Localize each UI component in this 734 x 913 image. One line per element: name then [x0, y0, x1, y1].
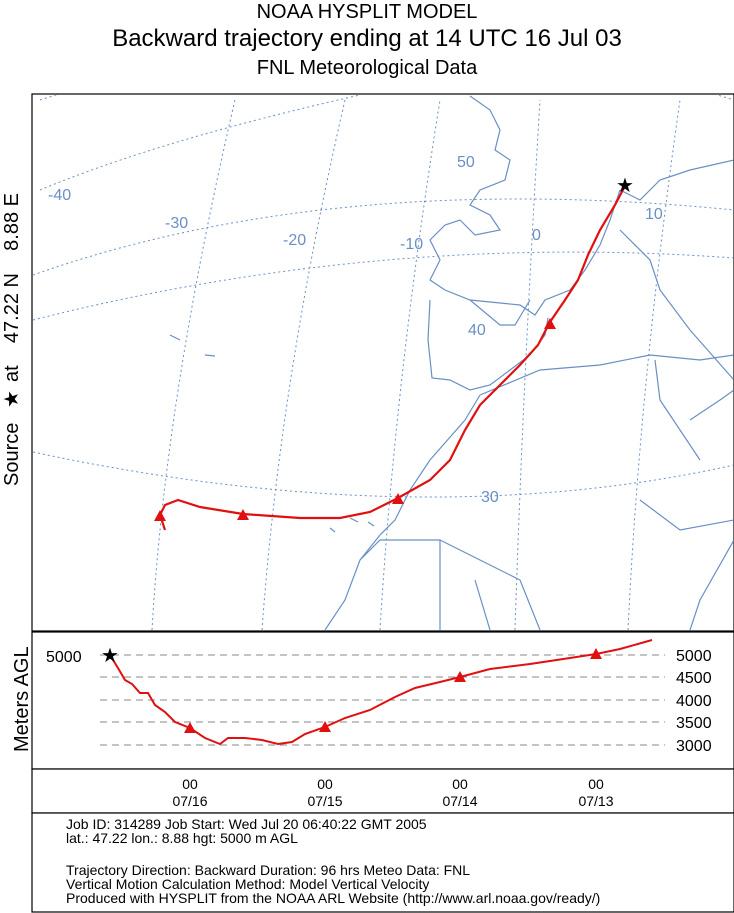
lat-line-60 — [39, 95, 733, 101]
right-height-labels: 5000 4500 4000 3500 3000 — [676, 648, 712, 755]
western-sahara-border — [359, 539, 441, 630]
job-info-line: Job ID: 314289 Job Start: Wed Jul 20 06:… — [66, 816, 427, 832]
meteo-data-title: FNL Meteorological Data — [256, 57, 478, 79]
lon-label-10: 10 — [645, 206, 663, 223]
lon-label-0: 0 — [532, 227, 541, 244]
map-frame — [31, 93, 734, 632]
trajectory-marker-48h — [392, 493, 404, 504]
east-africa-border — [689, 540, 733, 630]
height-label-4500: 4500 — [676, 670, 712, 687]
height-label-5000: 5000 — [676, 648, 712, 665]
time-tick-hour-3: 00 — [452, 776, 468, 792]
height-label-3500: 3500 — [676, 715, 712, 732]
height-profile-line — [109, 639, 653, 746]
height-profile-markers — [184, 648, 602, 733]
source-label: Source ★ at 47.22 N 8.88 E — [1, 193, 23, 486]
lon-line-m10 — [379, 99, 441, 630]
lat-label-30: 30 — [481, 489, 499, 506]
source-star-icon: ★ — [1, 390, 23, 408]
height-marker-72h — [454, 671, 466, 682]
time-tick-date-4: 07/13 — [578, 793, 613, 809]
source-star-icon-profile: ★ — [101, 643, 119, 667]
footer-frame — [31, 812, 734, 913]
vertical-axis-title: Meters AGL — [11, 646, 33, 752]
height-gridlines — [100, 654, 665, 746]
svg-text:Meters AGL: Meters AGL — [11, 646, 33, 752]
height-marker-96h — [590, 648, 602, 659]
time-tick-date-1: 07/16 — [172, 793, 207, 809]
north-africa-coast — [479, 354, 733, 396]
trajectory-info-line: Trajectory Direction: Backward Duration:… — [66, 862, 471, 878]
lon-label-m20: -20 — [283, 232, 306, 249]
canary-islands — [329, 517, 375, 533]
trajectory-markers — [154, 318, 556, 521]
left-height-label: 5000 — [46, 649, 82, 666]
time-tick-hour-4: 00 — [588, 776, 604, 792]
italy-south-coast — [689, 389, 733, 421]
lat-label-50: 50 — [457, 154, 475, 171]
lon-line-m30 — [151, 99, 236, 630]
lon-line-m40 — [39, 95, 361, 191]
lon-label-m40: -40 — [48, 187, 71, 204]
lon-label-m30: -30 — [165, 215, 188, 232]
lon-line-0 — [514, 99, 541, 630]
source-star-icon-map: ★ — [616, 173, 634, 197]
height-marker-48h — [319, 721, 331, 732]
source-prefix: Source — [1, 423, 23, 486]
trajectory-title: Backward trajectory ending at 14 UTC 16 … — [112, 25, 622, 52]
alps-border — [619, 159, 733, 201]
height-label-3000: 3000 — [676, 738, 712, 755]
lat-line-40 — [33, 251, 733, 321]
azores-island-1 — [169, 334, 181, 341]
lon-label-m10: -10 — [400, 236, 423, 253]
pyrenees-border — [469, 299, 531, 326]
location-info-line: lat.: 47.22 lon.: 8.88 hgt: 5000 m AGL — [66, 830, 298, 846]
vertical-method-line: Vertical Motion Calculation Method: Mode… — [66, 876, 430, 892]
trajectory-marker-96h — [154, 510, 166, 521]
height-marker-24h — [184, 722, 196, 733]
grid-labels: -40 -30 -20 -10 0 10 50 40 30 — [48, 154, 663, 506]
italy-coast — [619, 229, 733, 380]
west-europe-coast — [429, 95, 621, 316]
source-location: at 47.22 N 8.88 E — [1, 193, 23, 382]
algeria-border — [439, 539, 541, 630]
lon-line-m20 — [261, 99, 346, 630]
trajectory-line — [158, 183, 627, 531]
height-label-4000: 4000 — [676, 693, 712, 710]
azores-island-2 — [204, 354, 216, 357]
produced-with-line: Produced with HYSPLIT from the NOAA ARL … — [66, 890, 601, 906]
time-tick-date-2: 07/15 — [307, 793, 342, 809]
time-tick-hour-2: 00 — [317, 776, 333, 792]
lat-line-50 — [33, 198, 733, 276]
mauritania-border — [474, 579, 491, 630]
time-axis-frame — [31, 768, 734, 814]
time-axis-labels: 00 07/16 00 07/15 00 07/14 00 07/13 — [172, 776, 613, 809]
morocco-coast — [324, 394, 481, 630]
model-title: NOAA HYSPLIT MODEL — [256, 1, 478, 23]
time-tick-date-3: 07/14 — [442, 793, 477, 809]
trajectory-marker-72h — [237, 509, 249, 520]
trajectory-marker-24h — [544, 318, 556, 329]
tunisia-border — [654, 359, 701, 461]
time-tick-hour-1: 00 — [182, 776, 198, 792]
libya-border — [639, 499, 733, 531]
lat-label-40: 40 — [468, 322, 486, 339]
map-area: -40 -30 -20 -10 0 10 50 40 30 ★ — [33, 95, 733, 630]
